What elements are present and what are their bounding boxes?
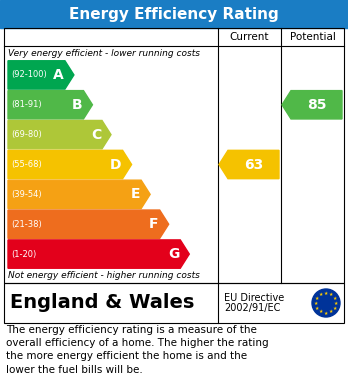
Text: ★: ★ xyxy=(315,305,319,310)
Bar xyxy=(4,28,344,283)
Text: Very energy efficient - lower running costs: Very energy efficient - lower running co… xyxy=(8,48,200,57)
Text: Not energy efficient - higher running costs: Not energy efficient - higher running co… xyxy=(8,271,200,280)
Text: B: B xyxy=(72,98,82,112)
Text: ★: ★ xyxy=(324,291,328,296)
Text: ★: ★ xyxy=(319,309,323,314)
Text: (1-20): (1-20) xyxy=(11,249,36,258)
Text: Potential: Potential xyxy=(290,32,335,42)
Polygon shape xyxy=(8,240,189,268)
Text: Current: Current xyxy=(230,32,269,42)
Text: Energy Efficiency Rating: Energy Efficiency Rating xyxy=(69,7,279,22)
Text: ★: ★ xyxy=(332,296,337,301)
Text: D: D xyxy=(110,158,121,172)
Text: G: G xyxy=(168,247,179,261)
Text: E: E xyxy=(130,187,140,201)
Polygon shape xyxy=(8,180,150,208)
Text: (39-54): (39-54) xyxy=(11,190,42,199)
Text: 2002/91/EC: 2002/91/EC xyxy=(224,303,280,313)
Text: C: C xyxy=(91,127,101,142)
Circle shape xyxy=(312,289,340,317)
Polygon shape xyxy=(8,91,93,119)
Text: ★: ★ xyxy=(332,305,337,310)
Text: (92-100): (92-100) xyxy=(11,70,47,79)
Text: 63: 63 xyxy=(244,158,263,172)
Text: 85: 85 xyxy=(307,98,326,112)
Text: A: A xyxy=(53,68,64,82)
Text: F: F xyxy=(149,217,159,231)
Polygon shape xyxy=(219,150,279,179)
Text: ★: ★ xyxy=(315,296,319,301)
Text: ★: ★ xyxy=(324,310,328,316)
Text: EU Directive: EU Directive xyxy=(224,293,284,303)
Text: ★: ★ xyxy=(329,309,333,314)
Polygon shape xyxy=(8,61,74,89)
Polygon shape xyxy=(8,120,111,149)
Text: The energy efficiency rating is a measure of the
overall efficiency of a home. T: The energy efficiency rating is a measur… xyxy=(6,325,269,375)
Text: ★: ★ xyxy=(314,301,318,305)
Text: ★: ★ xyxy=(334,301,338,305)
Text: ★: ★ xyxy=(319,292,323,297)
Text: ★: ★ xyxy=(329,292,333,297)
Text: (55-68): (55-68) xyxy=(11,160,42,169)
Polygon shape xyxy=(8,150,132,179)
Text: England & Wales: England & Wales xyxy=(10,294,195,312)
Bar xyxy=(4,283,344,323)
Polygon shape xyxy=(282,91,342,119)
Polygon shape xyxy=(8,210,169,239)
Text: (81-91): (81-91) xyxy=(11,100,42,109)
Text: (21-38): (21-38) xyxy=(11,220,42,229)
Bar xyxy=(0,0,348,28)
Text: (69-80): (69-80) xyxy=(11,130,42,139)
